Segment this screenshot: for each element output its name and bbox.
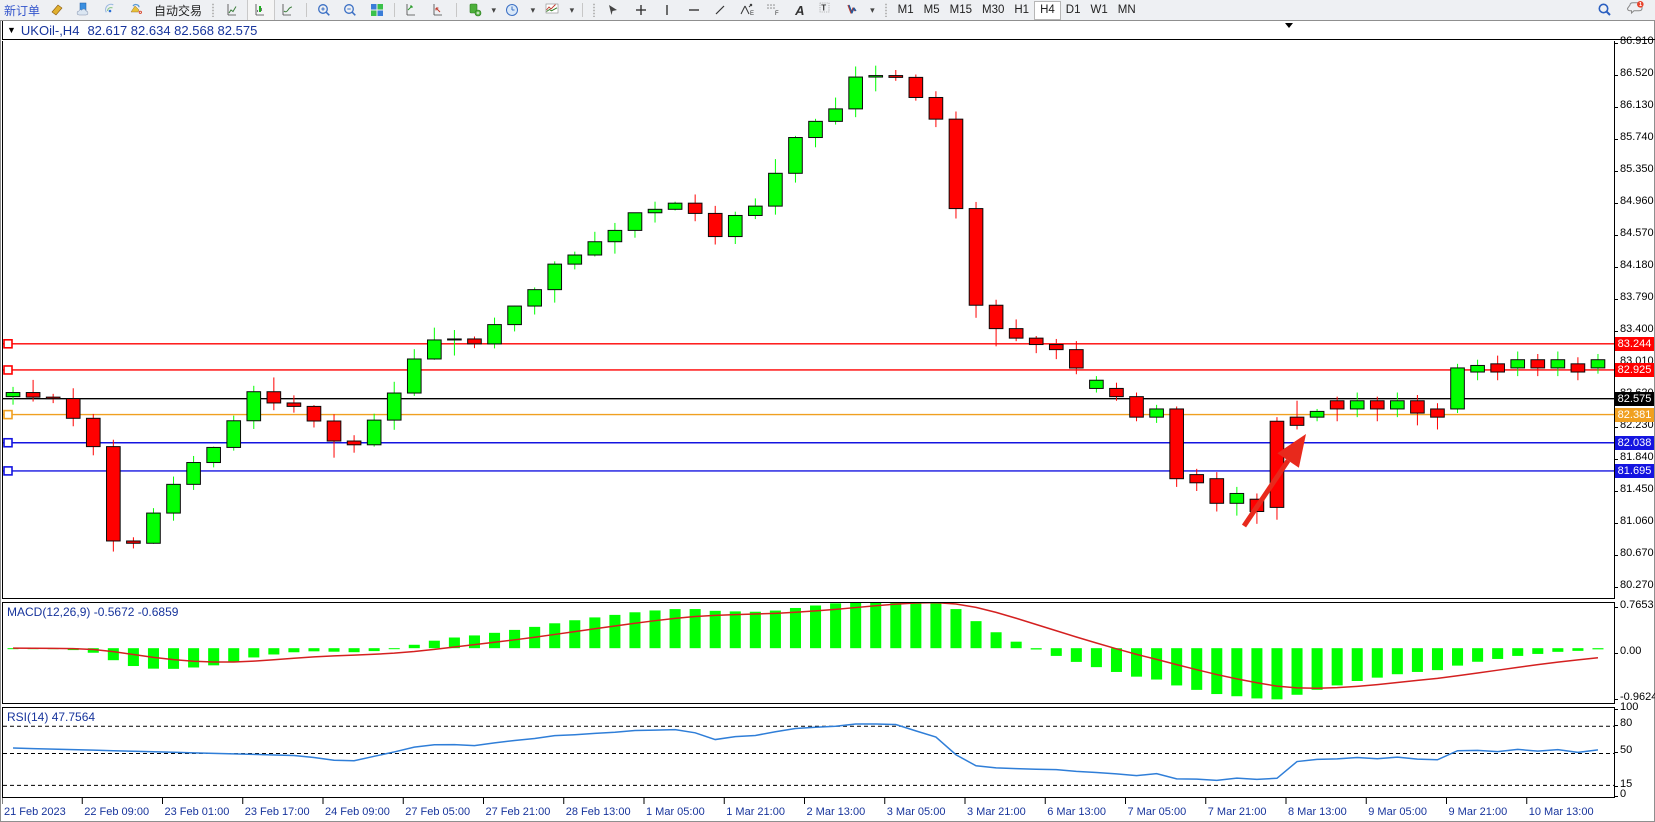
svg-text:F: F bbox=[775, 11, 779, 17]
svg-text:T: T bbox=[822, 4, 827, 13]
svg-text:E: E bbox=[750, 11, 754, 17]
svg-text:1: 1 bbox=[1639, 2, 1642, 8]
